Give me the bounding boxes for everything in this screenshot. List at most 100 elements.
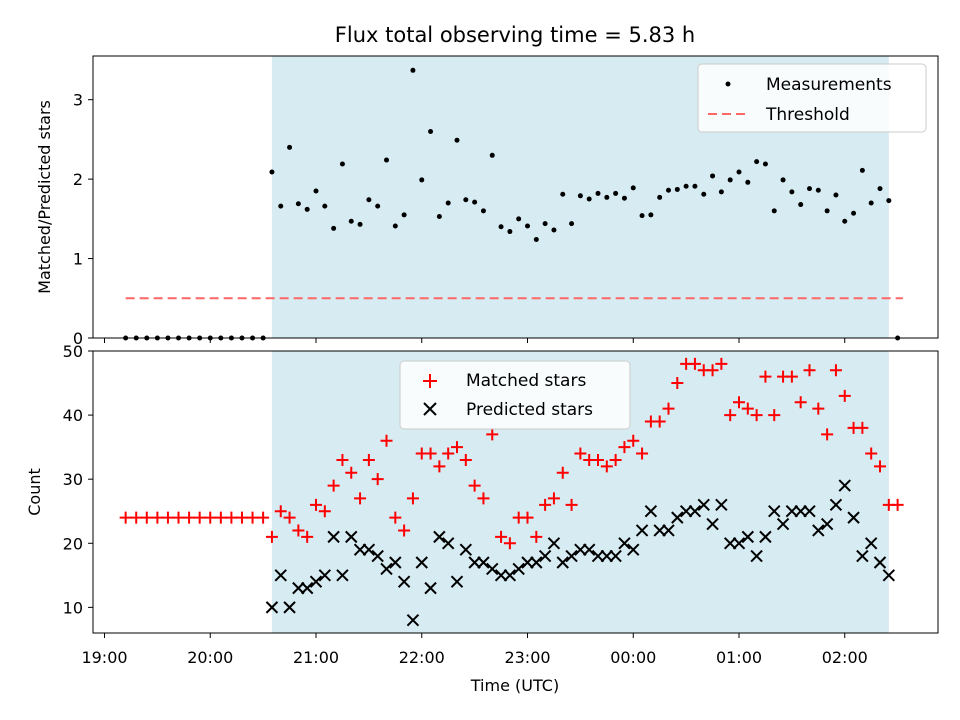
measurement-point — [366, 197, 372, 203]
matched-star-point — [565, 498, 578, 511]
matched-star-point — [161, 511, 174, 524]
predicted-star-point — [574, 543, 587, 556]
matched-star-point — [503, 537, 516, 550]
measurement-point — [489, 152, 495, 158]
matched-star-point — [838, 389, 851, 402]
measurement-point — [754, 159, 760, 165]
measurement-point — [710, 173, 716, 179]
matched-star-point — [803, 364, 816, 377]
measurement-point — [480, 208, 486, 214]
matched-star-point — [130, 511, 143, 524]
matched-star-point — [433, 460, 446, 473]
measurement-point — [842, 218, 848, 224]
predicted-star-point — [433, 530, 446, 544]
predicted-star-point — [345, 530, 358, 544]
matched-star-point — [856, 421, 869, 434]
matched-star-point — [865, 447, 878, 460]
measurement-point — [304, 206, 310, 212]
measurement-point — [639, 213, 645, 219]
measurement-point — [401, 212, 407, 218]
predicted-star-point — [547, 537, 561, 550]
bottom-x-tick-label: 20:00 — [187, 648, 233, 667]
bottom-y-tick-label: 10 — [63, 598, 83, 617]
measurement-point — [859, 167, 865, 173]
predicted-star-point — [847, 511, 860, 524]
predicted-star-point — [812, 524, 825, 537]
top-y-tick-label: 2 — [73, 170, 83, 189]
predicted-star-point — [327, 530, 340, 544]
measurement-point — [833, 192, 839, 198]
predicted-star-point — [838, 479, 851, 492]
predicted-star-point — [565, 549, 578, 563]
predicted-star-point — [768, 505, 781, 518]
chart-title: Flux total observing time = 5.83 h — [335, 23, 695, 47]
predicted-star-point — [389, 556, 402, 569]
matched-star-point — [468, 479, 481, 492]
matched-star-point — [768, 409, 781, 422]
matched-star-point — [225, 511, 238, 524]
matched-star-point — [354, 492, 367, 505]
matched-star-point — [235, 511, 248, 524]
measurement-point — [718, 189, 724, 195]
matched-star-point — [119, 511, 132, 524]
measurement-point — [586, 196, 592, 202]
predicted-star-point — [424, 581, 437, 595]
measurement-point — [533, 236, 539, 242]
matched-star-point — [874, 460, 886, 473]
top-y-tick-label: 1 — [73, 250, 83, 269]
measurement-point — [419, 177, 425, 183]
predicted-star-point — [503, 569, 517, 582]
measurement-point — [287, 144, 293, 150]
predicted-star-point — [759, 530, 772, 544]
predicted-star-point — [486, 562, 499, 576]
predicted-star-point — [582, 543, 596, 556]
predicted-star-point — [644, 505, 658, 518]
measurement-point — [683, 183, 689, 189]
measurement-point — [392, 223, 398, 229]
predicted-star-point — [785, 505, 799, 518]
measurement-point — [577, 193, 583, 199]
matched-star-point — [486, 428, 499, 441]
measurement-point — [666, 187, 671, 193]
predicted-star-point — [538, 549, 552, 563]
predicted-star-point — [397, 575, 411, 588]
matched-star-point — [627, 434, 640, 447]
matched-star-point — [618, 441, 631, 454]
legend-measurements-label: Measurements — [766, 75, 892, 95]
matched-star-point — [246, 511, 259, 524]
legend-measurement-marker — [725, 81, 731, 87]
matched-star-point — [151, 511, 164, 524]
matched-star-point — [301, 530, 314, 543]
measurement-point — [613, 190, 619, 196]
matched-star-point — [688, 357, 701, 370]
matched-star-point — [336, 453, 349, 466]
bottom-x-axis-label: Time (UTC) — [470, 676, 559, 695]
matched-star-point — [310, 498, 322, 511]
predicted-star-point — [882, 569, 896, 582]
measurement-point — [339, 161, 345, 167]
matched-star-point — [274, 505, 287, 518]
matched-star-point — [539, 498, 552, 511]
predicted-star-point — [362, 543, 376, 556]
predicted-star-point — [441, 537, 455, 550]
legend-matched-label: Matched stars — [466, 371, 586, 391]
predicted-star-point — [353, 543, 367, 556]
matched-star-point — [600, 460, 613, 473]
measurement-point — [824, 208, 830, 214]
predicted-star-point — [477, 556, 490, 569]
measurement-point — [463, 197, 469, 203]
measurement-point — [428, 128, 434, 134]
matched-star-point — [592, 453, 604, 466]
measurement-point — [375, 203, 381, 209]
matched-star-point — [794, 396, 807, 409]
predicted-star-point — [671, 511, 684, 524]
measurement-point — [331, 225, 337, 231]
predicted-star-point — [459, 543, 473, 556]
matched-star-point — [891, 498, 904, 511]
measurement-point — [560, 191, 566, 197]
predicted-star-point — [873, 556, 887, 569]
matched-star-point — [706, 364, 719, 377]
matched-star-point — [265, 530, 278, 543]
predicted-star-point — [265, 601, 279, 614]
